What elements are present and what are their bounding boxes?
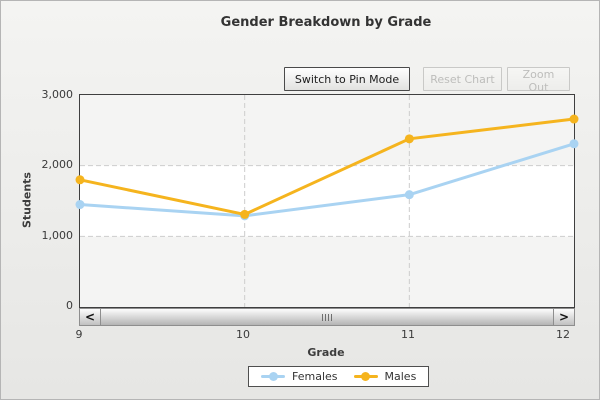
males-point-grade-12[interactable] <box>569 114 579 124</box>
males-point-grade-11[interactable] <box>404 134 414 144</box>
x-axis-title: Grade <box>307 346 345 359</box>
x-tick-12: 12 <box>556 328 570 341</box>
legend-label: Females <box>292 370 338 383</box>
scrollbar-track[interactable] <box>101 309 553 325</box>
x-tick-10: 10 <box>236 328 250 341</box>
males-point-grade-9[interactable] <box>75 175 85 185</box>
males-line <box>78 117 576 216</box>
legend-item-females[interactable]: Females <box>261 370 338 383</box>
x-tick-9: 9 <box>75 328 83 341</box>
y-axis-title: Students <box>20 172 34 228</box>
y-tick-0: 0 <box>66 299 73 312</box>
y-tick-2000: 2,000 <box>41 158 74 171</box>
reset-chart-button[interactable]: Reset Chart <box>423 67 502 91</box>
legend-item-males[interactable]: Males <box>353 370 417 383</box>
scroll-right-arrow-button[interactable]: > <box>553 309 574 325</box>
scrollbar-grip-icon[interactable] <box>322 313 332 321</box>
y-tick-1000: 1,000 <box>41 229 74 242</box>
females-point-grade-12[interactable] <box>569 139 579 149</box>
chart-canvas <box>75 95 579 307</box>
females-point-grade-9[interactable] <box>75 200 85 210</box>
x-range-scrollbar[interactable]: < > <box>79 308 575 326</box>
zoom-out-button[interactable]: Zoom Out <box>507 67 570 94</box>
y-tick-3000: 3,000 <box>41 88 74 101</box>
plot-area[interactable] <box>75 94 579 308</box>
females-series-marker-icon <box>261 372 285 381</box>
males-point-grade-10[interactable] <box>240 209 250 219</box>
switch-to-pin-mode-button[interactable]: Switch to Pin Mode <box>284 67 410 91</box>
males-series-marker-icon <box>353 372 378 381</box>
females-line <box>78 142 576 218</box>
scroll-left-arrow-button[interactable]: < <box>80 309 101 325</box>
x-tick-11: 11 <box>401 328 415 341</box>
chart-title: Gender Breakdown by Grade <box>220 15 432 30</box>
chart-legend: Females Males <box>248 366 430 387</box>
legend-label: Males <box>384 370 417 383</box>
females-point-grade-11[interactable] <box>404 190 414 200</box>
